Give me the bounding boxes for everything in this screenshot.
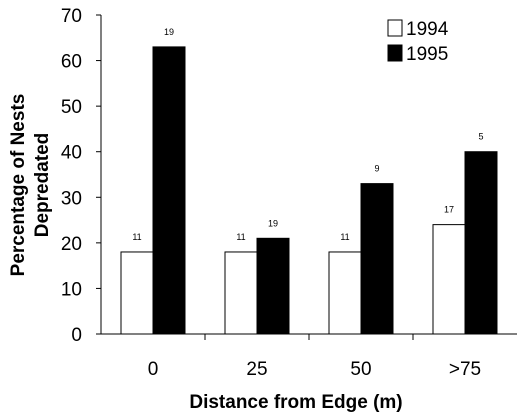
y-axis-title-line: Percentage of Nests [8,94,29,277]
y-tick-label: 60 [61,52,82,73]
bar-1994 [120,251,154,335]
data-label: 11 [340,232,349,242]
data-label: 19 [268,218,278,228]
bar-1995 [464,151,498,335]
data-label: 9 [374,164,379,174]
x-tick-label: 0 [148,359,159,380]
bar-1995 [152,46,186,335]
bar-1994 [328,251,362,335]
y-axis: 0 10 20 30 40 50 60 70 [61,6,102,346]
bar-1994 [224,251,258,335]
y-tick-label: 0 [71,325,82,346]
y-tick-label: 40 [61,143,82,164]
legend-swatch [387,19,403,37]
y-axis-title-text: Percentage of Nests Depredated [8,94,53,277]
legend-label: 1994 [406,19,449,40]
y-tick-label: 50 [61,97,82,118]
y-axis-title-line: Depredated [32,133,53,238]
y-tick-label: 30 [61,188,82,209]
y-tick-label: 20 [61,234,82,255]
data-label: 11 [236,232,245,242]
y-tick-label: 70 [61,6,82,27]
x-tick-label: 50 [350,359,371,380]
bar-1994 [432,224,466,335]
data-label: 11 [132,232,141,242]
data-label: 19 [164,27,174,37]
x-tick-label: >75 [449,359,481,380]
legend: 1994 1995 [387,19,449,65]
data-label: 17 [444,205,454,215]
bar-1995 [256,237,290,335]
x-tick-label: 25 [246,359,267,380]
legend-label: 1995 [406,44,448,65]
data-label: 5 [478,132,483,142]
y-axis-title: Percentage of Nests Depredated [8,94,53,277]
bar-1995 [360,183,394,335]
x-axis: 0 25 50 >75 [101,333,517,380]
x-axis-title: Distance from Edge (m) [189,392,402,413]
legend-swatch [387,44,403,62]
y-tick-label: 10 [61,279,82,300]
